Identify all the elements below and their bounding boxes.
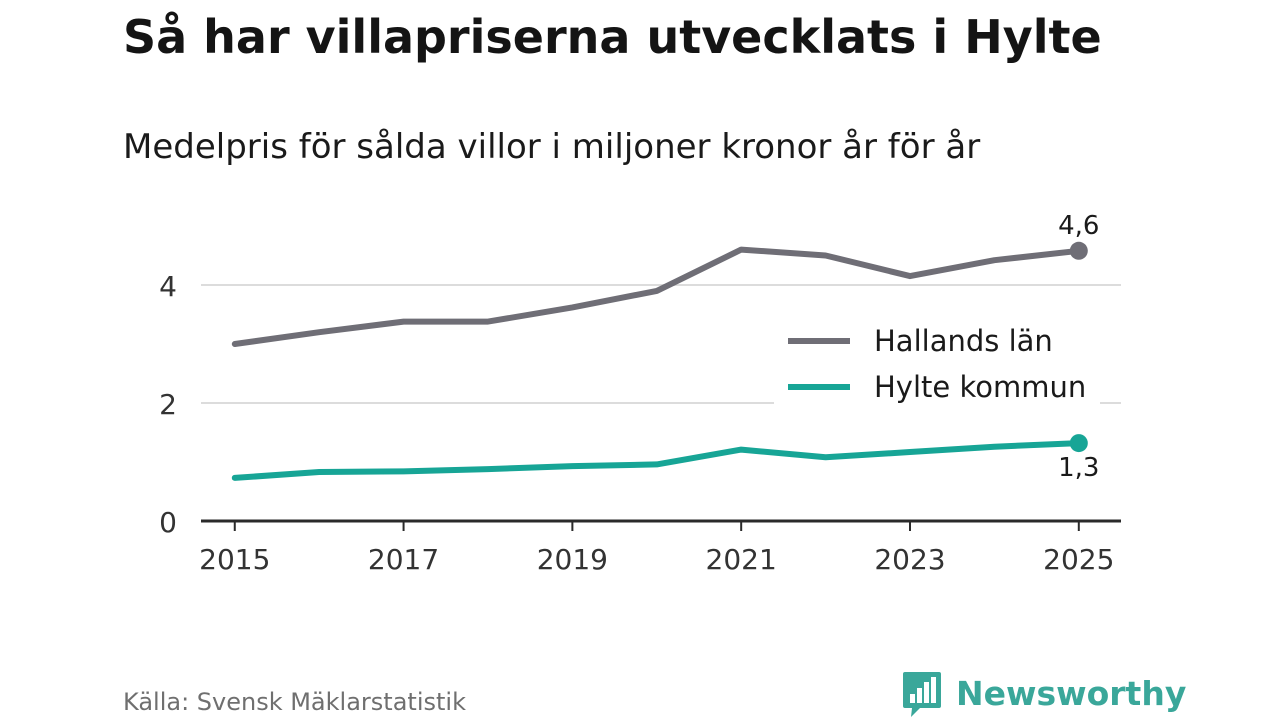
x-tick-label: 2023 — [874, 543, 945, 576]
series-endpoint-1 — [1069, 241, 1088, 260]
x-tick-label: 2017 — [368, 543, 439, 576]
y-tick-label: 4 — [159, 270, 177, 303]
legend-background — [774, 318, 1100, 408]
series-line-2 — [231, 440, 1082, 481]
x-tick-label: 2015 — [199, 543, 270, 576]
brand-logo: Newsworthy — [902, 670, 1186, 718]
chart-title: Så har villapriserna utvecklats i Hylte — [123, 10, 1102, 64]
y-tick-label: 0 — [159, 506, 177, 539]
source-note: Källa: Svensk Mäklarstatistik — [123, 688, 466, 716]
x-tick-label: 2025 — [1043, 543, 1114, 576]
x-tick-label: 2021 — [706, 543, 777, 576]
y-tick-label: 2 — [159, 388, 177, 421]
data-label: 4,6 — [1058, 211, 1099, 241]
chart-subtitle: Medelpris för sålda villor i miljoner kr… — [123, 127, 981, 167]
bar-chart-speech-bubble-icon — [903, 672, 941, 717]
series-endpoint-2 — [1069, 434, 1088, 453]
x-tick-label: 2019 — [537, 543, 608, 576]
line-chart: 0 2 4 2015 2017 2019 2021 2023 2025 4,6 1,3 Halland… — [159, 211, 1121, 576]
data-label: 1,3 — [1058, 453, 1099, 483]
legend-label: Hallands län — [874, 324, 1053, 358]
brand-name: Newsworthy — [956, 674, 1187, 713]
legend-label: Hylte kommun — [874, 370, 1086, 404]
series-line-1 — [231, 246, 1082, 347]
